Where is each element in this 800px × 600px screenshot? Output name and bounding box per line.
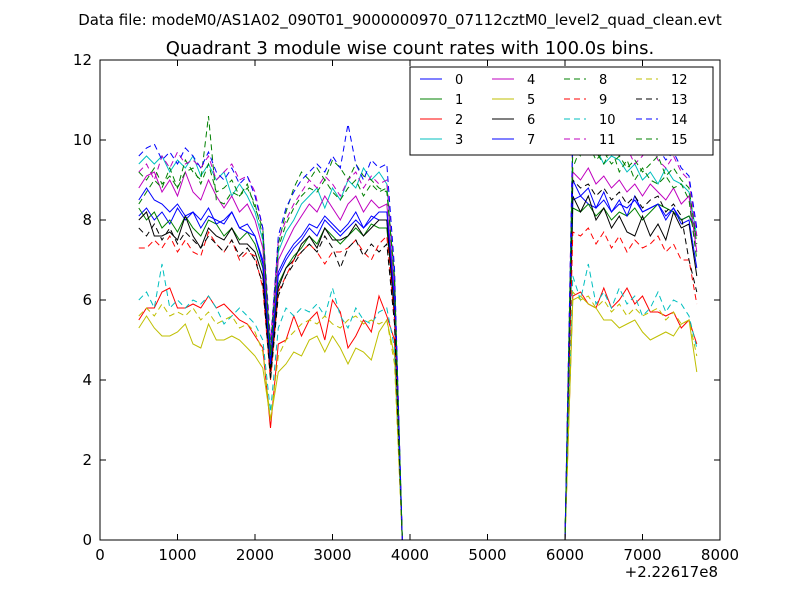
x-tick-label: 1000 — [158, 546, 196, 564]
y-tick-label: 4 — [82, 371, 92, 389]
legend-label-4: 4 — [527, 73, 535, 88]
figure-suptitle: Data file: modeM0/AS1A02_090T01_90000009… — [78, 11, 722, 30]
x-tick-label: 2000 — [236, 546, 274, 564]
legend-label-6: 6 — [527, 113, 535, 128]
y-tick-label: 6 — [82, 291, 92, 309]
y-tick-label: 12 — [73, 51, 92, 69]
series-line-10 — [138, 263, 698, 541]
y-tick-label: 10 — [73, 131, 92, 149]
legend-label-9: 9 — [599, 93, 607, 108]
legend-label-7: 7 — [527, 133, 535, 148]
x-tick-label: 4000 — [391, 546, 429, 564]
legend-box — [409, 66, 714, 156]
legend-label-2: 2 — [455, 113, 463, 128]
y-tick-label: 2 — [82, 451, 92, 469]
x-tick-label: 7000 — [623, 546, 661, 564]
x-offset-label: +2.22617e8 — [625, 563, 718, 581]
legend-label-13: 13 — [671, 93, 688, 108]
y-tick-label: 0 — [82, 531, 92, 549]
x-tick-label: 8000 — [701, 546, 739, 564]
y-tick-label: 8 — [82, 211, 92, 229]
legend-label-11: 11 — [599, 133, 616, 148]
legend-label-1: 1 — [455, 93, 463, 108]
legend-label-3: 3 — [455, 133, 463, 148]
series-line-8 — [138, 115, 698, 541]
x-tick-label: 5000 — [468, 546, 506, 564]
legend-label-12: 12 — [671, 73, 688, 88]
legend-label-5: 5 — [527, 93, 535, 108]
legend-label-10: 10 — [599, 113, 616, 128]
series-line-13 — [138, 178, 698, 541]
legend-label-14: 14 — [671, 113, 688, 128]
legend-label-8: 8 — [599, 73, 607, 88]
x-tick-label: 3000 — [313, 546, 351, 564]
legend-label-0: 0 — [455, 73, 463, 88]
legend-label-15: 15 — [671, 133, 688, 148]
axis-ticks: 0 1000 2000 3000 4000 5000 6000 7000 80000246810… — [73, 51, 739, 564]
x-tick-label: 6000 — [546, 546, 584, 564]
chart-title: Quadrant 3 module wise count rates with … — [166, 38, 655, 59]
x-tick-label: 0 — [95, 546, 105, 564]
